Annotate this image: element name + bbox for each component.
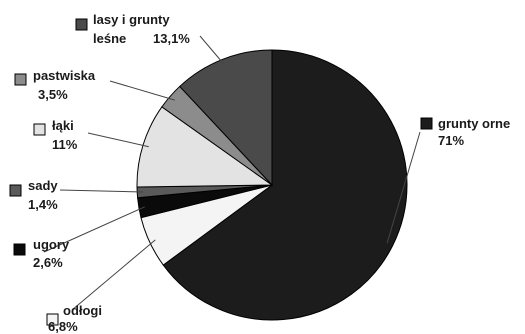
label-group-sady: sady 1,4% (9, 178, 58, 212)
leader-line-laki (87, 132, 149, 148)
slice-label-lasy-line2: leśne (93, 31, 126, 46)
legend-marker-laki (33, 123, 46, 136)
slice-value-grunty-orne: 71% (438, 133, 464, 148)
slice-value-sady: 1,4% (28, 197, 58, 212)
leader-lines (43, 35, 421, 311)
leader-line-sady (59, 189, 144, 193)
slice-label-ugory: ugory (33, 237, 70, 252)
slice-value-laki: 11% (52, 137, 78, 152)
label-group-ugory: ugory 2,6% (13, 237, 70, 270)
slice-value-odlogi: 6,8% (48, 319, 78, 334)
label-group-odlogi: odłogi 6,8% (46, 303, 102, 334)
slice-label-pastwiska: pastwiska (33, 68, 96, 83)
legend-marker-lasy (75, 18, 88, 31)
legend-marker-ugory (13, 243, 26, 256)
pie-slice-lasy-i-grunty-lesne (179, 49, 273, 187)
leader-line-ugory (43, 206, 146, 253)
slice-label-sady: sady (28, 178, 58, 193)
label-group-pastwiska: pastwiska 3,5% (14, 68, 96, 102)
label-group-lasy: lasy i grunty leśne 13,1% (75, 12, 190, 46)
slice-value-pastwiska: 3,5% (38, 87, 68, 102)
legend-marker-pastwiska (14, 73, 27, 86)
legend-marker-grunty-orne (420, 117, 433, 130)
slice-label-grunty-orne: grunty orne (438, 116, 510, 131)
legend-marker-sady (9, 184, 22, 197)
slice-label-lasy-line1: lasy i grunty (93, 12, 170, 27)
pie-slices (136, 49, 408, 321)
leader-line-odlogi (71, 239, 156, 311)
slice-label-laki: łąki (52, 118, 74, 133)
label-group-grunty-orne: grunty orne 71% (420, 116, 510, 148)
slice-value-lasy: 13,1% (153, 31, 190, 46)
label-group-laki: łąki 11% (33, 118, 78, 152)
pie-slice-grunty-orne (162, 49, 408, 321)
leader-line-grunty-orne (386, 131, 421, 244)
leader-line-lasy-i-grunty-lesne (199, 35, 225, 66)
slice-label-odlogi: odłogi (63, 303, 102, 318)
legend-marker-odlogi (46, 313, 59, 326)
slice-value-ugory: 2,6% (33, 255, 63, 270)
leader-line-pastwiska (109, 80, 175, 101)
